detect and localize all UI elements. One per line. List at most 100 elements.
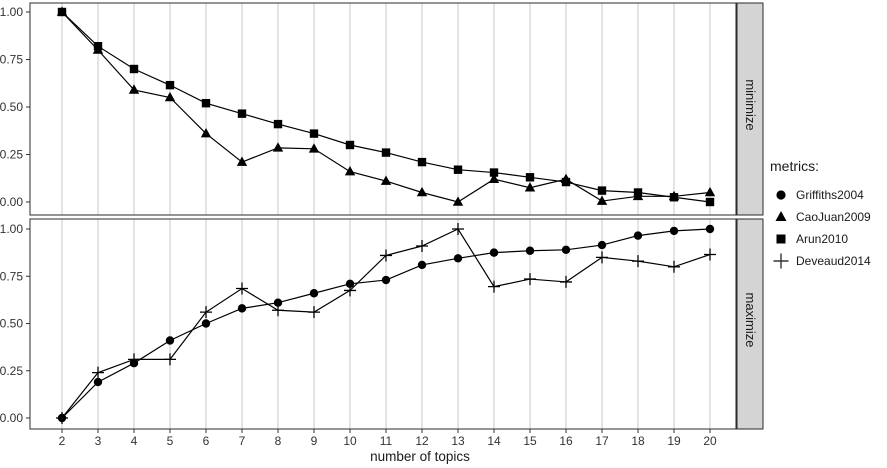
legend-item-label: Deveaud2014 <box>796 254 871 268</box>
x-tick-label: 15 <box>523 434 537 448</box>
legend: metrics: Griffiths2004 CaoJuan2009 Arun2… <box>766 158 884 272</box>
plus-marker-icon <box>200 306 212 319</box>
square-marker-icon <box>705 197 715 207</box>
triangle-marker-icon <box>704 186 716 197</box>
plus-marker-icon <box>452 223 464 235</box>
triangle-marker-icon <box>488 173 500 183</box>
circle-marker-icon <box>633 231 643 240</box>
x-tick-label: 20 <box>703 434 717 448</box>
triangle-marker-icon <box>200 128 212 138</box>
plus-marker-icon <box>766 252 796 270</box>
series-Arun2010 <box>57 7 715 207</box>
square-marker-icon <box>669 193 679 202</box>
square-marker-icon <box>766 230 796 248</box>
y-tick-label: 0.50 <box>0 100 23 114</box>
circle-marker-icon <box>766 186 796 204</box>
y-tick-label: 0.50 <box>0 317 23 331</box>
square-marker-icon <box>417 157 427 167</box>
square-marker-icon <box>129 64 139 74</box>
facet-minimize: 1.00 0.75 0.50 0.25 0.00 minimize <box>0 2 764 216</box>
y-tick-label: 1.00 <box>0 5 23 19</box>
y-tick-label: 0.25 <box>0 148 23 162</box>
square-marker-icon <box>453 165 463 174</box>
legend-item-label: CaoJuan2009 <box>796 210 871 224</box>
facet-strip-minimize <box>736 2 764 216</box>
legend-item-label: Griffiths2004 <box>796 188 864 202</box>
y-tick-label: 0.75 <box>0 53 23 67</box>
plus-marker-icon <box>236 282 248 295</box>
circle-marker-icon <box>489 248 499 257</box>
square-marker-icon <box>597 186 607 195</box>
x-tick-label: 10 <box>343 434 357 448</box>
plus-marker-icon <box>632 255 644 268</box>
triangle-marker-icon <box>380 175 392 185</box>
series-CaoJuan2009 <box>56 6 716 206</box>
x-tick-label: 14 <box>487 434 501 448</box>
x-tick-label: 18 <box>631 434 645 448</box>
plus-marker-icon <box>668 260 680 273</box>
circle-marker-icon <box>561 245 571 254</box>
triangle-marker-icon <box>524 182 536 192</box>
square-marker-icon <box>165 80 175 90</box>
circle-marker-icon <box>417 260 427 270</box>
square-marker-icon <box>273 119 283 129</box>
x-tick-label: 4 <box>131 434 138 448</box>
circle-marker-icon <box>309 289 319 298</box>
circle-marker-icon <box>201 319 211 328</box>
legend-item-griffiths2004: Griffiths2004 <box>766 184 884 206</box>
facet-strip-label: minimize <box>743 79 758 130</box>
x-tick-label: 8 <box>275 434 282 448</box>
plus-marker-icon <box>704 248 716 261</box>
y-tick-label: 0.00 <box>0 195 23 209</box>
facet-strip-maximize <box>736 218 764 430</box>
plus-marker-icon <box>524 273 536 286</box>
circle-marker-icon <box>705 224 715 234</box>
triangle-marker-icon <box>308 143 320 153</box>
square-marker-icon <box>57 7 67 17</box>
square-marker-icon <box>525 173 535 182</box>
x-tick-label: 2 <box>59 434 66 448</box>
facet-strip-label: maximize <box>743 293 758 348</box>
square-marker-icon <box>489 168 499 177</box>
x-tick-label: 9 <box>311 434 318 448</box>
plus-marker-icon <box>344 284 356 297</box>
triangle-marker-icon <box>766 208 796 226</box>
triangle-marker-icon <box>416 186 428 197</box>
y-tick-label: 0.00 <box>0 411 23 425</box>
circle-marker-icon <box>165 336 175 345</box>
triangle-marker-icon <box>128 84 140 94</box>
circle-marker-icon <box>453 254 463 263</box>
triangle-marker-icon <box>452 196 464 206</box>
legend-item-deveaud2014: Deveaud2014 <box>766 250 884 272</box>
circle-marker-icon <box>93 377 103 387</box>
facet-maximize: 1.00 0.75 0.50 0.25 0.00 maximize <box>0 218 764 430</box>
y-tick-label: 0.25 <box>0 364 23 378</box>
circle-marker-icon <box>525 246 535 255</box>
y-tick-label: 0.75 <box>0 269 23 283</box>
plus-marker-icon <box>56 412 68 424</box>
square-marker-icon <box>201 99 211 108</box>
triangle-marker-icon <box>164 91 176 102</box>
x-tick-label: 6 <box>203 434 210 448</box>
plus-marker-icon <box>596 251 608 264</box>
triangle-marker-icon <box>272 142 284 152</box>
square-marker-icon <box>345 140 355 150</box>
circle-marker-icon <box>273 298 283 307</box>
y-tick-label: 1.00 <box>0 222 23 236</box>
x-tick-label: 17 <box>595 434 609 448</box>
plus-marker-icon <box>416 240 428 253</box>
square-marker-icon <box>633 188 643 197</box>
circle-marker-icon <box>237 304 247 313</box>
legend-item-caojuan2009: CaoJuan2009 <box>766 206 884 228</box>
x-tick-label: 13 <box>451 434 465 448</box>
x-tick-label: 3 <box>95 434 102 448</box>
x-tick-label: 19 <box>667 434 681 448</box>
triangle-marker-icon <box>236 156 248 166</box>
x-axis-title: number of topics <box>370 449 470 464</box>
plus-marker-icon <box>92 366 104 379</box>
legend-item-arun2010: Arun2010 <box>766 228 884 250</box>
square-marker-icon <box>237 109 247 118</box>
circle-marker-icon <box>345 279 355 289</box>
